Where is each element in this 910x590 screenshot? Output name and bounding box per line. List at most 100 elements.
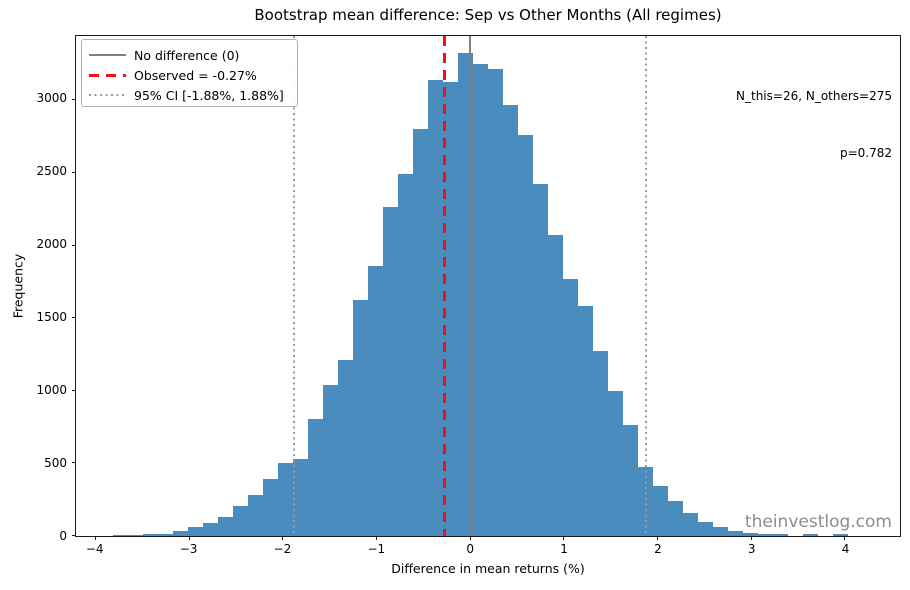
histogram-bar: [577, 306, 593, 536]
x-tick-label: −3: [179, 542, 198, 556]
x-tick-label: −2: [273, 542, 292, 556]
chart-title: Bootstrap mean difference: Sep vs Other …: [254, 6, 722, 24]
legend-label: Observed = -0.27%: [134, 67, 257, 83]
annotation-line-2: p=0.782: [839, 146, 892, 160]
histogram-bar: [203, 522, 219, 536]
y-tick-label: 3000: [36, 91, 67, 106]
histogram-bar: [158, 533, 174, 536]
histogram-bar: [398, 173, 414, 536]
histogram-bar: [188, 527, 204, 536]
y-tick-label: 2500: [36, 164, 67, 179]
histogram-bar: [517, 134, 533, 536]
histogram-bar: [772, 534, 788, 536]
histogram-bar: [353, 299, 369, 536]
y-tick-label: 1500: [36, 309, 67, 324]
legend-label: No difference (0): [134, 47, 240, 63]
histogram-bar: [682, 513, 698, 536]
histogram-bar: [802, 534, 818, 536]
histogram-bar: [757, 534, 773, 536]
x-tick-mark: [376, 535, 378, 540]
x-tick-mark: [188, 535, 190, 540]
histogram-bar: [502, 104, 518, 536]
legend-item-observed: Observed = -0.27%: [89, 65, 289, 85]
dashed-line-swatch: [89, 73, 126, 77]
plot-area: [72, 35, 901, 540]
y-tick-mark: [72, 99, 76, 101]
dotted-line-swatch: [89, 94, 126, 96]
histogram-bar: [383, 207, 399, 536]
legend-label: 95% CI [-1.88%, 1.88%]: [134, 87, 284, 103]
y-tick-mark: [72, 317, 76, 319]
x-tick-mark: [95, 535, 97, 540]
histogram-bar: [263, 478, 279, 536]
y-tick-label: 500: [44, 455, 67, 470]
x-tick-label: 4: [841, 542, 850, 556]
y-tick-mark: [72, 171, 76, 173]
no-difference-line: [469, 36, 472, 536]
histogram-bar: [368, 266, 384, 536]
histogram-bar: [338, 359, 354, 536]
ci-lower-line: [293, 36, 296, 536]
y-axis-tick-labels: 0 500 1000 1500 2000 2500 3000: [0, 35, 67, 542]
histogram-bar: [278, 462, 294, 536]
y-tick-mark: [72, 389, 76, 391]
x-axis-label: Difference in mean returns (%): [391, 561, 585, 576]
x-tick-mark: [750, 535, 752, 540]
histogram-bar: [652, 485, 668, 536]
watermark: theinvestlog.com: [744, 512, 892, 532]
x-tick-label: −4: [85, 542, 104, 556]
histogram-bar: [248, 495, 264, 536]
histogram-bar: [233, 505, 249, 536]
observed-line: [443, 36, 447, 536]
histogram-bar: [308, 419, 324, 536]
solid-line-swatch: [89, 54, 126, 56]
y-axis-label-text: Frequency: [10, 253, 26, 319]
ci-upper-line: [645, 36, 648, 536]
x-tick-mark: [282, 535, 284, 540]
histogram-bar: [667, 500, 683, 536]
x-tick-mark: [844, 535, 846, 540]
y-tick-label: 0: [59, 528, 67, 543]
x-tick-label: 0: [466, 542, 474, 556]
histogram-bar: [218, 516, 234, 536]
y-tick-mark: [72, 462, 76, 464]
y-tick-mark: [72, 244, 76, 246]
histogram-bar: [488, 69, 503, 536]
x-tick-label: 3: [747, 542, 756, 556]
x-axis-tick-labels: −4 −3 −2 −1 0 1 2 3 4: [75, 542, 901, 558]
histogram-bar: [562, 279, 578, 536]
x-tick-mark: [469, 535, 471, 540]
x-tick-mark: [563, 535, 565, 540]
histogram-bar: [443, 82, 459, 536]
legend-item-ci: 95% CI [-1.88%, 1.88%]: [89, 85, 289, 105]
histogram-bar: [697, 521, 713, 536]
histogram-bar: [592, 351, 608, 536]
histogram-bar: [832, 534, 848, 536]
histogram-bar: [128, 534, 144, 536]
histogram-bar: [293, 458, 309, 536]
histogram-bar: [113, 534, 129, 536]
legend-item-no-difference: No difference (0): [89, 45, 289, 65]
histogram-bar: [323, 385, 339, 536]
histogram-bar: [547, 234, 563, 536]
histogram-bar: [413, 128, 429, 536]
x-tick-label: −1: [367, 542, 386, 556]
histogram-bar: [607, 391, 623, 536]
histogram-bar: [622, 425, 638, 536]
x-tick-label: 2: [654, 542, 662, 556]
histogram-bar: [143, 534, 159, 536]
annotation-line-1: N_this=26, N_others=275: [736, 89, 892, 103]
histogram-bar: [473, 63, 488, 536]
histogram-bar: [428, 79, 444, 536]
x-tick-mark: [656, 535, 658, 540]
histogram-bar: [173, 531, 189, 536]
histogram-bar: [712, 526, 728, 536]
y-tick-mark: [72, 535, 76, 536]
sample-size-annotation: N_this=26, N_others=275 p=0.782: [736, 49, 892, 201]
histogram-bar: [532, 184, 548, 536]
legend: No difference (0) Observed = -0.27% 95% …: [81, 39, 298, 107]
y-tick-label: 1000: [36, 382, 67, 397]
y-tick-label: 2000: [36, 236, 67, 251]
histogram-bar: [742, 533, 758, 536]
